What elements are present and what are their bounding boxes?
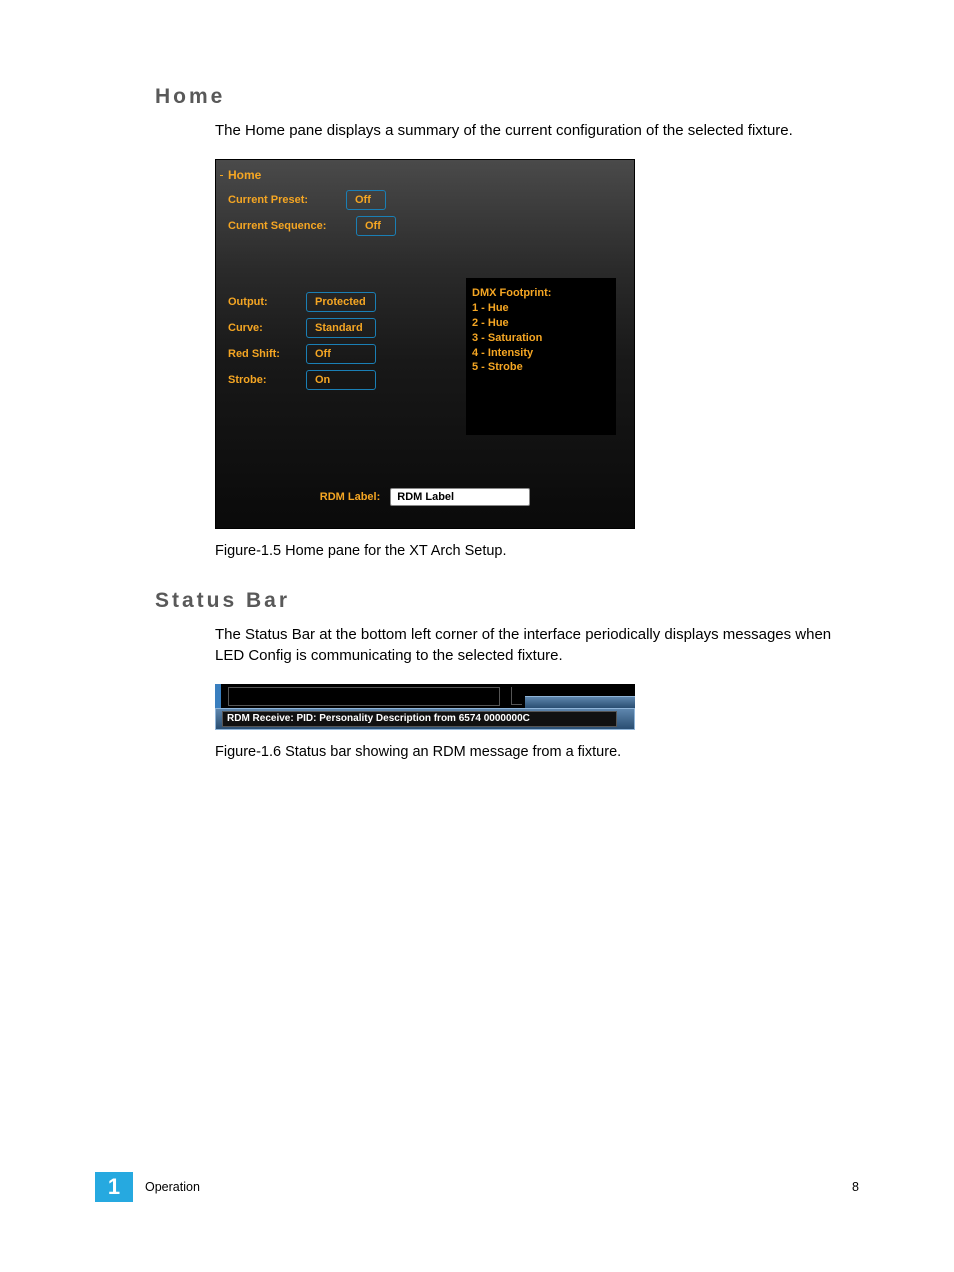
value-current-sequence[interactable]: Off <box>356 216 396 236</box>
value-output[interactable]: Protected <box>306 292 376 312</box>
label-current-sequence: Current Sequence: <box>228 220 348 232</box>
page-footer: 1 Operation 8 <box>95 1172 859 1202</box>
label-strobe: Strobe: <box>228 374 298 386</box>
status-frame-right <box>525 696 635 708</box>
status-message: RDM Receive: PID: Personality Descriptio… <box>222 711 617 727</box>
status-bar-main: RDM Receive: PID: Personality Descriptio… <box>215 708 635 730</box>
heading-home: Home <box>155 85 859 109</box>
dmx-line-2: 2 - Hue <box>472 316 610 331</box>
label-current-preset: Current Preset: <box>228 194 338 206</box>
caption-fig-1-6: Figure-1.6 Status bar showing an RDM mes… <box>215 744 859 760</box>
label-red-shift: Red Shift: <box>228 348 298 360</box>
paragraph-status-intro: The Status Bar at the bottom left corner… <box>215 625 849 666</box>
value-strobe[interactable]: On <box>306 370 376 390</box>
row-current-sequence: Current Sequence: Off <box>228 216 622 236</box>
value-curve[interactable]: Standard <box>306 318 376 338</box>
caption-fig-1-5: Figure-1.5 Home pane for the XT Arch Set… <box>215 543 859 559</box>
dmx-footprint-block: DMX Footprint: 1 - Hue 2 - Hue 3 - Satur… <box>466 278 616 435</box>
dmx-line-3: 3 - Saturation <box>472 331 610 346</box>
dmx-footprint-title: DMX Footprint: <box>472 286 610 301</box>
footer-section-label: Operation <box>145 1180 200 1194</box>
row-current-preset: Current Preset: Off <box>228 190 622 210</box>
figure-home-pane: Home Current Preset: Off Current Sequenc… <box>215 159 635 529</box>
label-output: Output: <box>228 296 298 308</box>
page-number: 8 <box>852 1180 859 1194</box>
row-rdm-label: RDM Label: <box>216 488 634 506</box>
value-current-preset[interactable]: Off <box>346 190 386 210</box>
input-rdm-label[interactable] <box>390 488 530 506</box>
paragraph-home-intro: The Home pane displays a summary of the … <box>215 121 849 141</box>
figure-status-bar: RDM Receive: PID: Personality Descriptio… <box>215 684 635 730</box>
dmx-line-4: 4 - Intensity <box>472 346 610 361</box>
value-red-shift[interactable]: Off <box>306 344 376 364</box>
chapter-number-box: 1 <box>95 1172 133 1202</box>
home-pane-title: Home <box>228 168 622 182</box>
dmx-line-1: 1 - Hue <box>472 301 610 316</box>
label-rdm: RDM Label: <box>320 491 381 503</box>
status-frame-top <box>215 684 635 708</box>
label-curve: Curve: <box>228 322 298 334</box>
heading-status-bar: Status Bar <box>155 589 859 613</box>
dmx-line-5: 5 - Strobe <box>472 360 610 375</box>
